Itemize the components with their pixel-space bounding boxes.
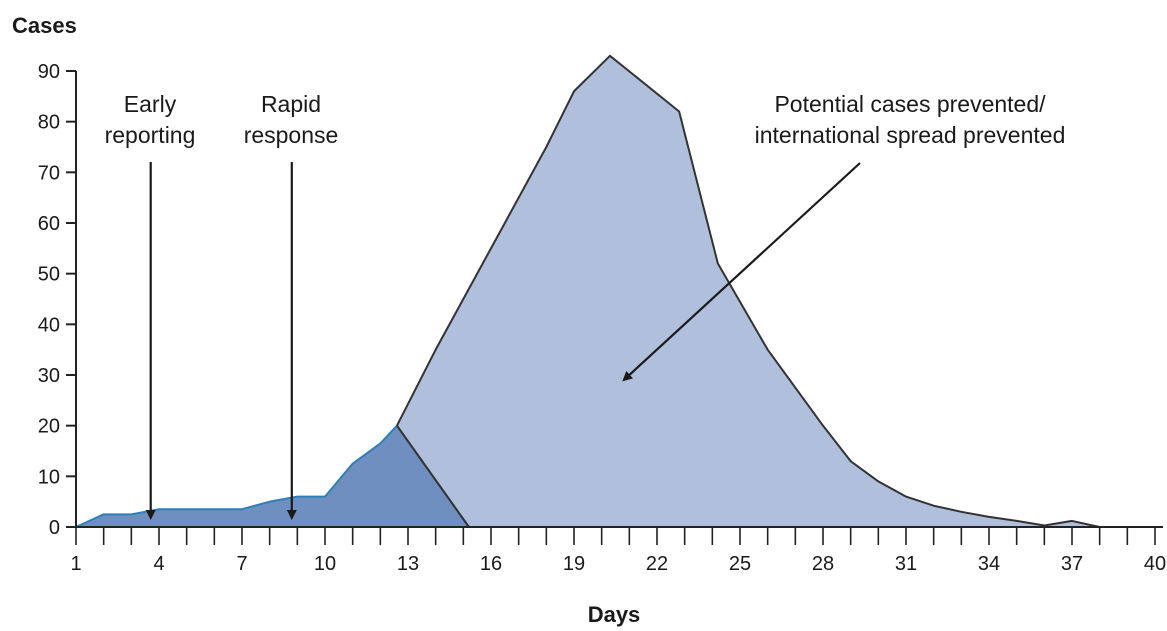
y-tick-label: 30 xyxy=(38,365,60,387)
x-tick-label: 1 xyxy=(70,553,81,575)
annotation-text: Early xyxy=(124,91,177,117)
annotation-text: international spread prevented xyxy=(755,122,1066,148)
x-tick-label: 22 xyxy=(646,553,668,575)
x-tick-label: 7 xyxy=(236,553,247,575)
annotation-text: reporting xyxy=(105,122,196,148)
prevented-cases-area xyxy=(395,54,1101,528)
y-tick-label: 20 xyxy=(38,416,60,438)
y-axis-title: Cases xyxy=(12,13,77,38)
x-tick-label: 40 xyxy=(1144,553,1166,575)
y-tick-label: 90 xyxy=(38,61,60,83)
y-tick-label: 60 xyxy=(38,213,60,235)
x-tick-label: 4 xyxy=(153,553,164,575)
annotation-text: Rapid xyxy=(261,91,321,117)
actual-cases-line xyxy=(75,424,398,528)
annotation-text: response xyxy=(244,122,339,148)
x-tick-label: 10 xyxy=(314,553,336,575)
x-tick-label: 25 xyxy=(729,553,751,575)
y-tick-label: 70 xyxy=(38,162,60,184)
x-tick-label: 19 xyxy=(563,553,585,575)
y-tick-label: 50 xyxy=(38,264,60,286)
x-tick-label: 16 xyxy=(480,553,502,575)
x-tick-label: 13 xyxy=(397,553,419,575)
y-tick-label: 80 xyxy=(38,112,60,134)
x-axis-title: Days xyxy=(588,602,641,627)
x-tick-label: 34 xyxy=(978,553,1000,575)
x-tick-label: 28 xyxy=(812,553,834,575)
x-tick-label: 31 xyxy=(895,553,917,575)
y-tick-label: 40 xyxy=(38,314,60,336)
annotation-text: Potential cases prevented/ xyxy=(774,91,1046,117)
x-tick-label: 37 xyxy=(1061,553,1083,575)
prevented-cases-arrow xyxy=(622,162,861,382)
y-tick-label: 10 xyxy=(38,466,60,488)
y-tick-label: 0 xyxy=(49,517,60,539)
intervention-divider-line xyxy=(396,425,470,528)
plot-area: 0 10 20 30 40 50 60 70 80 90 1 4 7 10 13 16 19 22 25 28 31 34… xyxy=(38,54,1166,575)
